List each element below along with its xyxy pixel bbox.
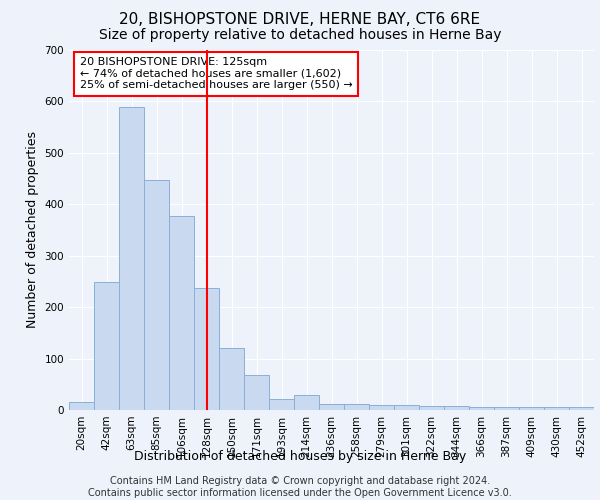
Bar [194,288,219,410]
Bar [144,180,169,410]
Bar [444,406,469,410]
Bar [344,404,369,410]
Bar [169,216,194,410]
Text: Contains HM Land Registry data © Crown copyright and database right 2024.
Contai: Contains HM Land Registry data © Crown c… [88,476,512,498]
Text: 20, BISHOPSTONE DRIVE, HERNE BAY, CT6 6RE: 20, BISHOPSTONE DRIVE, HERNE BAY, CT6 6R… [119,12,481,28]
Bar [569,408,594,410]
Bar [494,408,519,410]
Bar [319,404,344,410]
Text: Distribution of detached houses by size in Herne Bay: Distribution of detached houses by size … [134,450,466,463]
Bar [294,394,319,410]
Bar [544,408,569,410]
Bar [219,348,244,410]
Bar [94,282,119,410]
Bar [469,408,494,410]
Y-axis label: Number of detached properties: Number of detached properties [26,132,39,328]
Text: Size of property relative to detached houses in Herne Bay: Size of property relative to detached ho… [99,28,501,42]
Bar [269,398,294,410]
Bar [369,405,394,410]
Bar [69,402,94,410]
Bar [394,405,419,410]
Bar [419,406,444,410]
Bar [119,106,144,410]
Bar [244,375,269,410]
Text: 20 BISHOPSTONE DRIVE: 125sqm
← 74% of detached houses are smaller (1,602)
25% of: 20 BISHOPSTONE DRIVE: 125sqm ← 74% of de… [79,57,352,90]
Bar [519,408,544,410]
